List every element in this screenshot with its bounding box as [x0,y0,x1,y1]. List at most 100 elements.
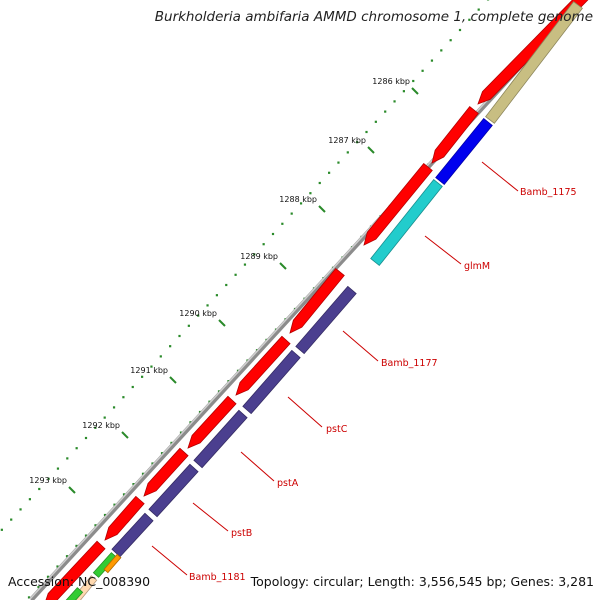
gc-dot [430,59,434,62]
gc-dot [421,69,424,72]
tick-mark [367,146,375,154]
gc-dot [290,212,293,215]
gc-dot [132,483,135,486]
gene-label-leader [287,396,323,428]
gc-dot [170,441,173,444]
gc-dot [458,28,462,32]
gc-dot [56,565,59,568]
tick-mark [411,87,419,95]
topology-text: Topology: circular; Length: 3,556,545 bp… [250,574,594,589]
tick-mark [318,205,326,213]
tick-mark [68,486,76,494]
gene-label-leader [192,502,229,532]
gene-feature [148,463,199,518]
tick-label: 1290 kbp [179,309,217,318]
tick-label: 1287 kbp [328,136,366,145]
gc-dot [159,355,162,358]
gc-dot [19,508,22,511]
gc-dot [328,171,331,174]
gc-dot [160,452,164,455]
gc-dot [46,575,50,578]
gc-dot [253,253,256,256]
gc-dot [47,477,50,480]
gc-dot [402,90,405,93]
gene-label-leader [481,161,519,192]
gc-dot [84,534,88,537]
gene-feature [235,335,291,396]
gc-dot [37,586,40,589]
gc-dot [225,283,228,287]
gc-dot [103,513,107,517]
gene-label-leader [424,235,462,265]
gc-dot [141,472,145,475]
gene-feature [242,349,301,415]
gc-dot [243,263,247,266]
gc-dot [384,110,387,113]
gc-dot [215,294,218,297]
gc-dot [94,426,97,429]
accession-text: Accession: NC_008390 [8,574,151,589]
gc-dot [122,493,126,496]
gene-label-leader [240,451,275,482]
gc-dot [440,49,443,52]
gene-feature [65,587,84,600]
gene-label: Bamb_1177 [381,358,438,369]
gc-dot [365,130,368,134]
gene-feature [143,447,189,497]
gene-feature [193,409,248,469]
gc-dot [113,503,116,506]
gc-dot [309,192,312,195]
tick-label: 1289 kbp [240,252,278,261]
gc-dot [318,181,321,185]
tick-mark [279,262,287,270]
gc-dot [94,524,97,527]
gene-label-leader [342,330,379,362]
gc-dot [477,8,480,11]
gc-dot [234,273,237,276]
gene-labels: Bamb_1175 glmM Bamb_1177 pstC pstA pstB Bamb_1… [151,161,577,583]
gc-dot [150,365,153,368]
gc-dot [337,161,340,164]
gc-dot [75,544,78,547]
gc-dot [299,202,303,205]
genome-title: Burkholderia ambifaria AMMD chromosome 1… [154,9,593,25]
gene-label: pstA [277,478,299,489]
tick-label: 1288 kbp [279,195,317,204]
gene-label: pstC [326,424,348,435]
gc-dot [28,498,31,501]
gene-label: pstB [231,528,252,539]
gene-label: Bamb_1181 [189,572,246,583]
gene-feature [104,495,145,541]
gene-feature [485,1,583,124]
gc-dot [65,555,69,558]
gc-dot [281,222,284,225]
position-ticks: 1286 kbp 1287 kbp 1288 kbp 1289 kbp 1290 kbp… [29,77,419,494]
gc-dot [468,18,471,21]
gc-dot [262,243,265,246]
gc-dot [412,79,415,83]
gc-dot [112,406,116,409]
gc-dot [131,385,134,389]
tick-mark [169,376,177,384]
tick-label: 1292 kbp [82,421,120,430]
gene-feature [435,117,493,186]
gene-feature [103,553,122,574]
gc-dot [356,141,359,144]
feature-track [45,0,589,600]
gc-dot [103,416,106,419]
gc-dot [393,100,396,103]
tick-mark [121,431,129,439]
gene-label: Bamb_1175 [520,187,577,198]
gc-dot [38,487,41,491]
gc-dot [271,232,275,236]
gc-dot [178,334,181,338]
gene-label: glmM [464,261,490,272]
gc-dot [197,314,200,317]
gene-feature [187,395,237,449]
gc-dot [189,421,192,424]
gc-dot [122,396,125,399]
gc-dot [0,528,3,531]
gc-dot [374,120,377,123]
gene-feature [92,552,118,578]
tick-label: 1291 kbp [130,366,168,375]
